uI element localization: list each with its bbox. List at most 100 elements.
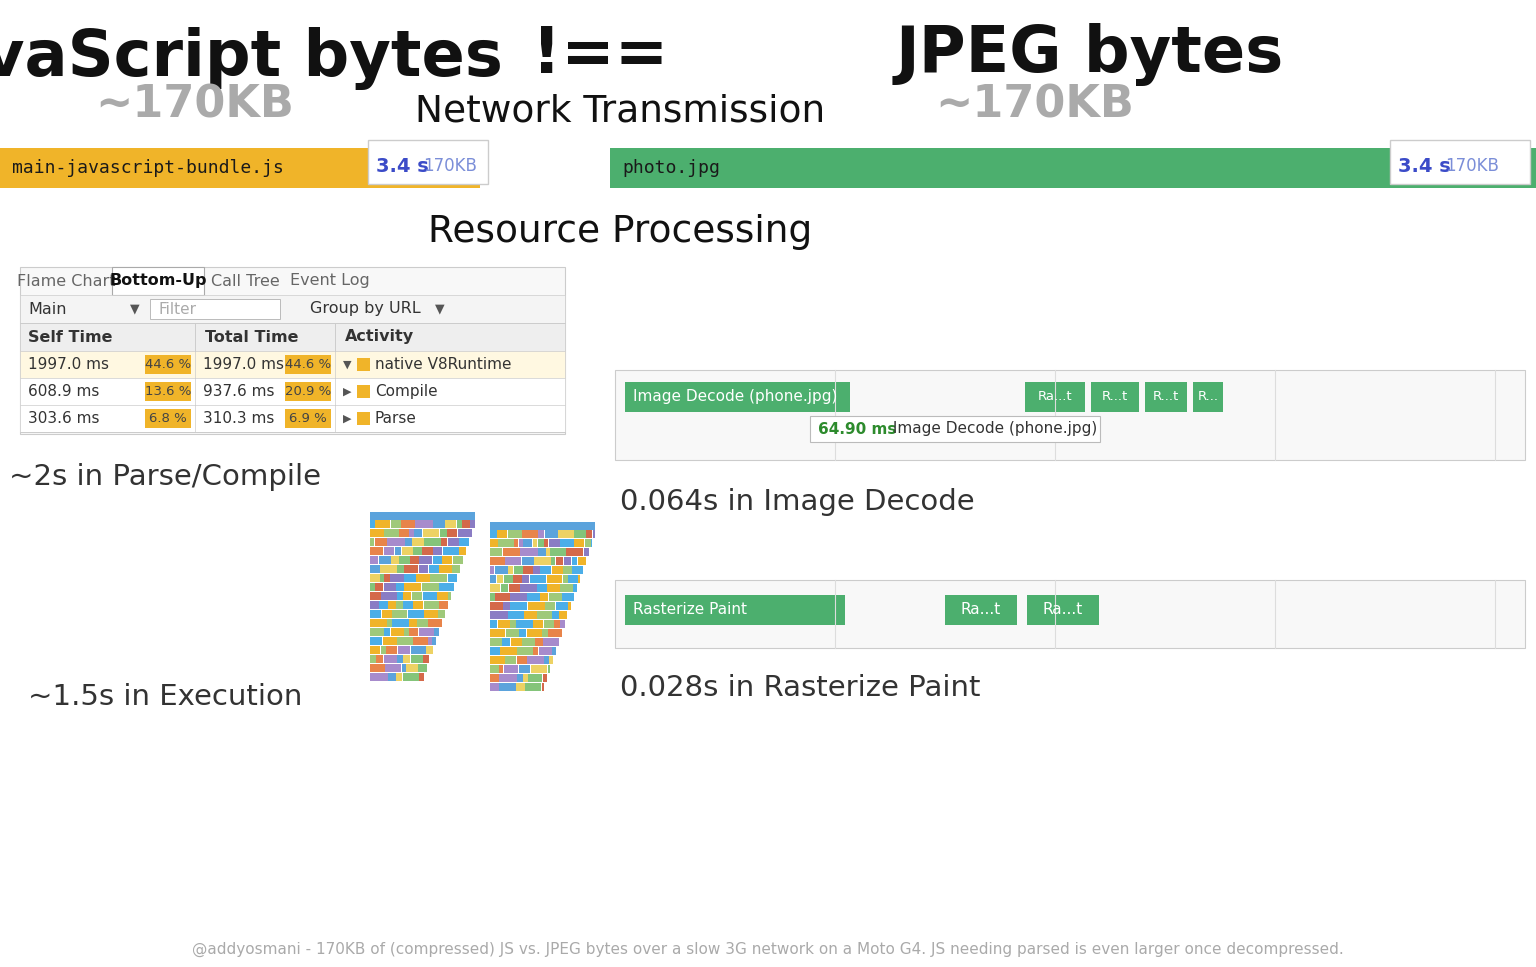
Bar <box>404 655 410 663</box>
Bar <box>409 619 416 627</box>
Text: 13.6 %: 13.6 % <box>144 385 190 398</box>
Bar <box>144 409 190 428</box>
Bar <box>386 646 398 654</box>
Bar <box>435 628 439 636</box>
Bar <box>511 638 522 646</box>
Bar <box>112 267 204 295</box>
Bar <box>407 610 424 618</box>
Bar <box>521 584 538 592</box>
Bar <box>490 539 498 547</box>
Bar <box>558 530 573 538</box>
Bar <box>389 673 396 681</box>
Bar <box>542 674 547 682</box>
Text: 170KB: 170KB <box>422 157 476 175</box>
Bar <box>490 647 499 655</box>
Bar <box>525 683 541 691</box>
Bar <box>567 548 584 556</box>
Bar <box>401 520 415 528</box>
Bar <box>20 267 565 434</box>
Bar <box>490 593 495 601</box>
Bar <box>379 574 384 582</box>
Bar <box>516 620 533 628</box>
Bar <box>490 683 499 691</box>
Bar <box>547 575 562 583</box>
Bar <box>424 538 441 546</box>
Bar <box>151 299 280 319</box>
Bar <box>470 520 475 528</box>
Bar <box>498 539 513 547</box>
Bar <box>424 601 439 609</box>
Text: 937.6 ms: 937.6 ms <box>203 384 275 399</box>
Text: Self Time: Self Time <box>28 330 112 344</box>
Bar <box>370 520 375 528</box>
Bar <box>518 647 533 655</box>
Bar <box>390 520 401 528</box>
Bar <box>398 565 404 573</box>
Bar <box>522 530 538 538</box>
Text: 0.064s in Image Decode: 0.064s in Image Decode <box>621 488 975 516</box>
Bar <box>427 646 433 654</box>
Bar <box>381 646 386 654</box>
Bar <box>504 602 510 610</box>
Bar <box>528 602 545 610</box>
Bar <box>538 539 544 547</box>
Bar <box>409 529 413 537</box>
Text: Group by URL: Group by URL <box>310 302 421 316</box>
Text: ~2s in Parse/Compile: ~2s in Parse/Compile <box>9 463 321 491</box>
Bar <box>533 647 539 655</box>
Bar <box>384 529 399 537</box>
Text: ▶: ▶ <box>343 387 352 396</box>
Bar <box>548 593 562 601</box>
Bar <box>445 520 456 528</box>
Bar <box>449 592 452 600</box>
Bar <box>524 611 536 619</box>
Bar <box>20 351 565 378</box>
Bar <box>387 619 392 627</box>
Bar <box>571 557 578 565</box>
Bar <box>562 593 574 601</box>
Text: JPEG bytes: JPEG bytes <box>895 23 1284 86</box>
Bar <box>809 416 1100 442</box>
Text: 3.4 s: 3.4 s <box>1398 157 1450 175</box>
Bar <box>439 583 455 591</box>
Bar <box>392 619 409 627</box>
Text: Total Time: Total Time <box>204 330 298 344</box>
Bar <box>538 611 551 619</box>
Text: Flame Chart: Flame Chart <box>17 274 115 288</box>
Bar <box>404 565 418 573</box>
Bar <box>501 584 508 592</box>
Bar <box>459 547 465 555</box>
Text: R...t: R...t <box>1154 391 1180 403</box>
Bar <box>401 664 406 672</box>
Bar <box>1390 140 1530 184</box>
Bar <box>513 575 522 583</box>
Bar <box>390 628 404 636</box>
Bar <box>379 565 396 573</box>
Bar <box>441 538 447 546</box>
Bar <box>490 674 499 682</box>
Bar <box>422 592 436 600</box>
Bar <box>559 611 567 619</box>
Bar <box>370 565 379 573</box>
Bar <box>490 584 501 592</box>
Bar <box>568 602 571 610</box>
Bar <box>415 529 422 537</box>
Bar <box>395 547 401 555</box>
Bar <box>413 637 427 645</box>
Bar <box>1144 382 1187 412</box>
Text: 20.9 %: 20.9 % <box>284 385 332 398</box>
Bar <box>447 529 458 537</box>
Bar <box>392 556 399 564</box>
Bar <box>433 556 442 564</box>
Bar <box>418 664 427 672</box>
Text: 0.028s in Rasterize Paint: 0.028s in Rasterize Paint <box>621 674 980 702</box>
Bar <box>490 629 505 637</box>
Bar <box>505 557 521 565</box>
Bar <box>370 637 382 645</box>
Text: Activity: Activity <box>346 330 415 344</box>
Bar <box>495 566 508 574</box>
Bar <box>499 665 504 673</box>
Text: ~1.5s in Execution: ~1.5s in Execution <box>28 683 303 711</box>
Bar <box>614 580 1525 648</box>
Bar <box>554 620 559 628</box>
